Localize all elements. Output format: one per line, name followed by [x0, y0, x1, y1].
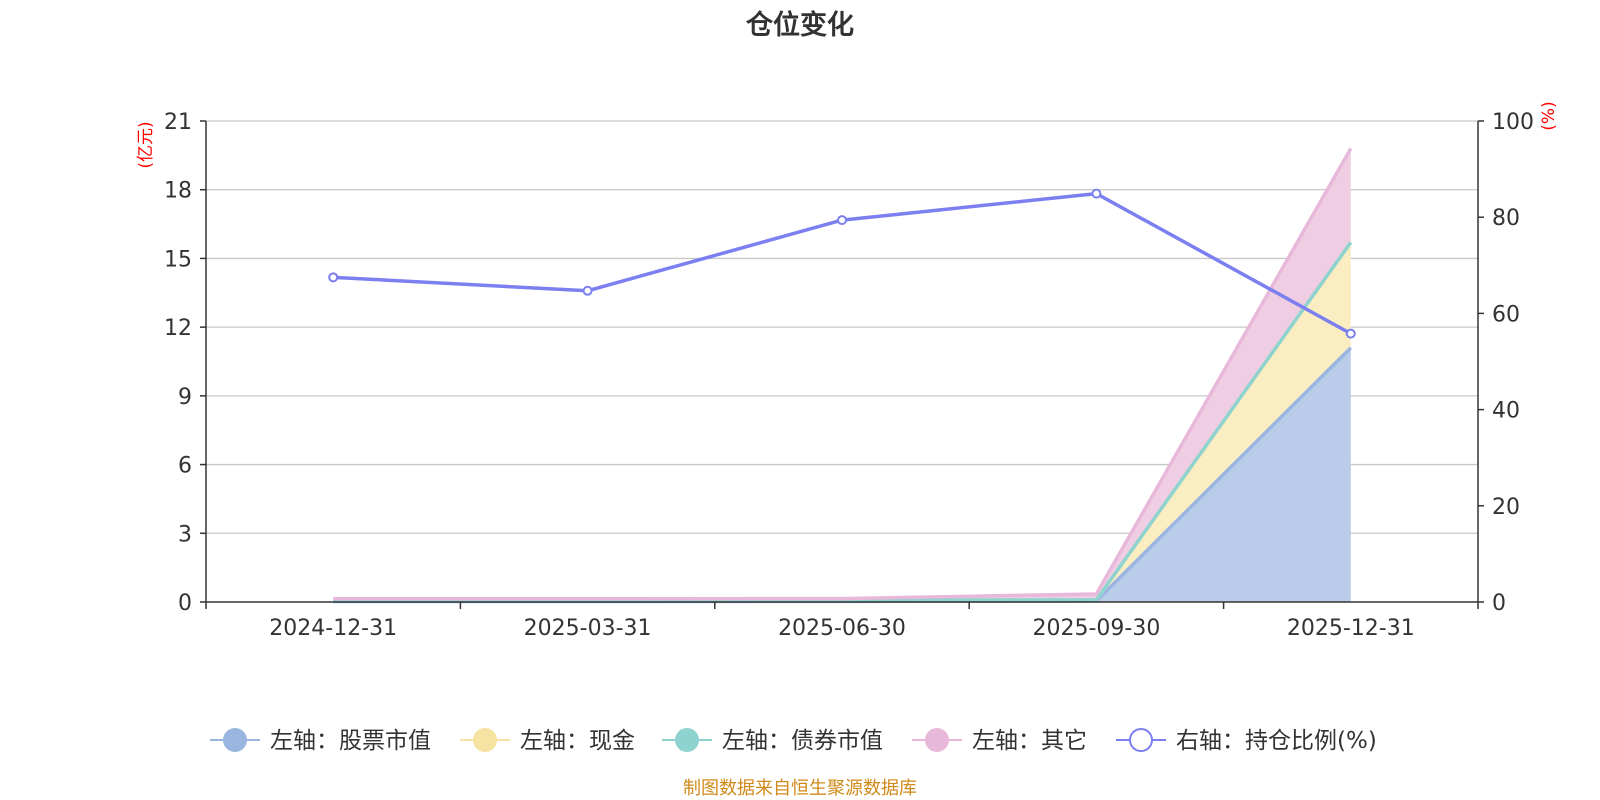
axes: 0 3 6 9 12 15 18 21 0 20 40 60 80 100 2024-12-31 2025-0…	[164, 110, 1534, 641]
legend-label: 右轴：持仓比例(%)	[1176, 728, 1377, 754]
x-axis-tick-label: 2025-06-30	[778, 616, 906, 641]
legend-item[interactable]: 右轴：持仓比例(%)	[1116, 728, 1377, 754]
legend-swatch-marker	[223, 728, 247, 752]
chart-title: 仓位变化	[745, 9, 854, 41]
ratio-line	[328, 188, 1356, 339]
left-axis-unit: (亿元)	[136, 121, 156, 168]
right-axis-tick-label: 80	[1492, 206, 1520, 231]
area-左轴：股票市值	[333, 347, 1351, 602]
legend-item[interactable]: 左轴：债券市值	[662, 728, 883, 754]
left-axis-tick-label: 6	[178, 454, 192, 479]
left-axis-tick-label: 21	[164, 110, 192, 135]
ratio-line-path	[333, 191, 1352, 336]
legend[interactable]: 左轴：股票市值 左轴：现金 左轴：债券市值 左轴：其它 右轴：持仓比例(%)	[210, 728, 1377, 754]
right-axis-unit: (%)	[1539, 101, 1559, 130]
ratio-point	[328, 272, 339, 283]
ratio-point	[837, 215, 847, 226]
legend-swatch-marker	[675, 728, 699, 752]
left-axis-tick-label: 18	[164, 179, 192, 204]
x-axis-tick-label: 2025-03-31	[524, 616, 652, 641]
legend-item[interactable]: 左轴：其它	[912, 728, 1087, 754]
right-axis-tick-label: 60	[1492, 302, 1520, 327]
left-axis-tick-label: 0	[178, 591, 192, 616]
right-axis-tick-label: 100	[1492, 110, 1534, 135]
ratio-point	[1091, 188, 1102, 199]
right-axis-tick-label: 20	[1492, 495, 1520, 520]
ratio-point	[1345, 328, 1356, 339]
left-axis-tick-label: 9	[178, 385, 192, 410]
left-axis-tick-label: 15	[164, 247, 192, 272]
legend-item[interactable]: 左轴：股票市值	[210, 728, 431, 754]
legend-swatch-marker	[925, 728, 949, 752]
x-axis-tick-label: 2025-09-30	[1032, 616, 1160, 641]
legend-item[interactable]: 左轴：现金	[460, 728, 635, 754]
left-axis-tick-label: 3	[178, 522, 192, 547]
x-axis-tick-label: 2025-12-31	[1287, 616, 1415, 641]
right-axis-tick-label: 40	[1492, 399, 1520, 424]
data-source-note: 制图数据来自恒生聚源数据库	[683, 778, 917, 799]
legend-swatch-marker	[473, 728, 497, 752]
legend-label: 左轴：现金	[520, 728, 635, 754]
grid-lines	[206, 120, 1478, 534]
legend-label: 左轴：股票市值	[270, 728, 431, 754]
area-line-左轴：其它	[333, 147, 1353, 601]
right-axis-tick-label: 0	[1492, 591, 1506, 616]
x-axis-tick-label: 2024-12-31	[269, 616, 397, 641]
legend-label: 左轴：其它	[972, 728, 1087, 754]
left-axis-tick-label: 12	[164, 316, 192, 341]
legend-label: 左轴：债券市值	[722, 728, 883, 754]
ratio-point	[582, 285, 593, 296]
legend-swatch-marker	[1129, 728, 1153, 752]
